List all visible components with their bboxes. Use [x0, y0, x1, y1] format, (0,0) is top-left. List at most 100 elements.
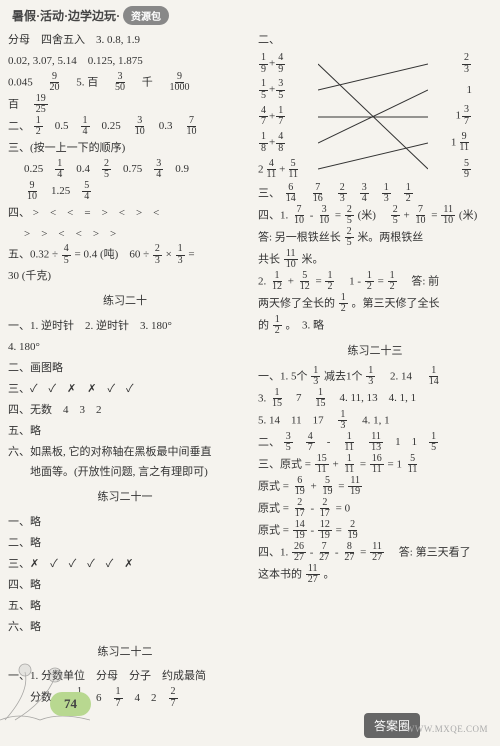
fraction: 12 — [365, 271, 374, 293]
text-line: 30 (千克) — [8, 266, 242, 287]
text-line: 三、✗ ✓ ✓ ✓ ✓ ✗ — [8, 554, 242, 575]
fraction: 511 — [286, 159, 300, 181]
fraction: 619 — [293, 476, 307, 498]
section-title: 练习二十三 — [258, 341, 492, 362]
fraction: 12 — [404, 183, 413, 205]
text-line: 二、 12 0.5 14 0.25 310 0.3 710 — [8, 116, 242, 138]
text-line: 4. 180° — [8, 337, 242, 358]
text-line: 五、略 — [8, 596, 242, 617]
text-line: 五、略 — [8, 421, 242, 442]
text-line: 共长 1110 米。 — [258, 249, 492, 271]
text-line: 一、1. 5个 13 减去1个 13 2. 14 114 — [258, 366, 492, 388]
match-item: 15+35 — [258, 79, 318, 101]
fraction: 15 — [429, 432, 438, 454]
fraction: 614 — [284, 183, 298, 205]
fraction: 23 — [338, 183, 347, 205]
fraction: 1127 — [306, 564, 320, 586]
text-line: 的 12 。 3. 略 — [258, 315, 492, 337]
text-line: 二、略 — [8, 533, 242, 554]
text-line: 这本书的 1127 。 — [258, 564, 492, 586]
fraction: 35 — [284, 432, 293, 454]
inline-list: 0.25 14 0.4 25 0.75 34 0.9 — [24, 163, 189, 175]
header-tag: 资源包 — [123, 6, 169, 25]
text-line: 四、无数 4 3 2 — [8, 400, 242, 421]
fraction: 710 — [292, 205, 306, 227]
fraction: 2627 — [292, 542, 306, 564]
fraction: 17 — [114, 687, 123, 709]
fraction: 14 — [81, 116, 90, 138]
match-item: 1911 — [422, 132, 472, 154]
match-item: 59 — [422, 159, 472, 181]
fraction: 19 — [259, 53, 268, 75]
fraction: 27 — [169, 687, 178, 709]
text-line: 五、0.32 ÷ 45 = 0.4 (吨) 60 ÷ 23 × 13 = — [8, 244, 242, 266]
text-line: 2. 112 + 512 = 12 1 - 12 = 12 答: 前 — [258, 271, 492, 293]
fraction: 512 — [298, 271, 312, 293]
fraction: 25 — [345, 205, 354, 227]
text-line: 答: 另一根铁丝长 25 米。两根铁丝 — [258, 227, 492, 249]
fraction: 1419 — [293, 520, 307, 542]
section-title: 练习二十一 — [8, 487, 242, 508]
text-line: 三、 614 716 23 34 13 12 — [258, 183, 492, 205]
fraction: 12 — [273, 315, 282, 337]
right-column: 二、 19+4915+3547+1718+482411+511 23113719… — [252, 30, 492, 709]
page-header: 暑假·活动·边学边玩· 资源包 — [0, 0, 500, 30]
fraction: 519 — [320, 476, 334, 498]
fraction: 827 — [342, 542, 356, 564]
fraction: 910 — [25, 181, 39, 203]
text-line: 0.25 14 0.4 25 0.75 34 0.9 — [8, 159, 242, 181]
fraction: 920 — [48, 72, 62, 94]
fraction: 12 — [339, 293, 348, 315]
fraction: 1110 — [441, 205, 455, 227]
fraction: 114 — [427, 366, 441, 388]
text-line: 一、略 — [8, 512, 242, 533]
text-line: 四、1. 2627 - 727 - 827 = 1127 答: 第三天看了 — [258, 542, 492, 564]
text-line: 两天修了全长的 12 。第三天修了全长 — [258, 293, 492, 315]
fraction: 14 — [55, 159, 64, 181]
inline-list: 910 1.25 54 — [24, 185, 92, 197]
fraction: 1925 — [34, 94, 48, 116]
fraction: 23 — [153, 244, 162, 266]
header-title: 暑假·活动·边学边玩· — [12, 9, 120, 23]
text-line: 四、 > < < = > < > < — [8, 203, 242, 224]
text-line: 5. 14 11 17 13 4. 1, 1 — [258, 410, 492, 432]
fraction: 47 — [306, 432, 315, 454]
fraction: 13 — [366, 366, 375, 388]
text-line: 一、1. 逆时针 2. 逆时针 3. 180° — [8, 316, 242, 337]
match-right-col: 231137191159 — [422, 51, 472, 183]
fraction: 727 — [317, 542, 331, 564]
label: 二、 — [258, 34, 280, 46]
fraction: 1110 — [284, 249, 298, 271]
text-line: 分母 四舍五入 3. 0.8, 1.9 — [8, 30, 242, 51]
fraction: 1611 — [370, 454, 384, 476]
match-item: 47+17 — [258, 106, 318, 128]
fraction: 59 — [462, 159, 471, 181]
fraction: 710 — [185, 116, 199, 138]
text-line: 原式 = 619 + 519 = 1119 — [258, 476, 492, 498]
text-line: 四、1. 710 - 310 = 25 (米) 25 + 710 = 1110 … — [258, 205, 492, 227]
text-line: 原式 = 1419 - 1219 = 219 — [258, 520, 492, 542]
match-item: 1 — [422, 80, 472, 101]
text-line: 地面等。(开放性问题, 言之有理即可) — [8, 462, 242, 483]
fraction: 1113 — [369, 432, 383, 454]
section-title: 练习二十 — [8, 291, 242, 312]
match-left-col: 19+4915+3547+1718+482411+511 — [258, 51, 318, 183]
text-line: 六、略 — [8, 617, 242, 638]
fraction: 411 — [265, 159, 279, 181]
fraction: 18 — [259, 132, 268, 154]
fraction: 1127 — [370, 542, 384, 564]
page-number: 74 — [50, 692, 91, 716]
fraction: 37 — [462, 105, 471, 127]
matching-diagram: 19+4915+3547+1718+482411+511 23113719115… — [258, 51, 492, 183]
text-line: 0.045 920 5. 百 350 千 91000 — [8, 72, 242, 94]
fraction: 12 — [34, 116, 43, 138]
fraction: 23 — [462, 53, 471, 75]
fraction: 911 — [457, 132, 471, 154]
fraction: 35 — [276, 79, 285, 101]
fraction: 12 — [325, 271, 334, 293]
fraction: 45 — [62, 244, 71, 266]
fraction: 47 — [259, 106, 268, 128]
text-line: > > < < > > — [8, 224, 242, 245]
match-item: 19+49 — [258, 53, 318, 75]
left-column: 分母 四舍五入 3. 0.8, 1.9 0.02, 3.07, 5.14 0.1… — [8, 30, 248, 709]
